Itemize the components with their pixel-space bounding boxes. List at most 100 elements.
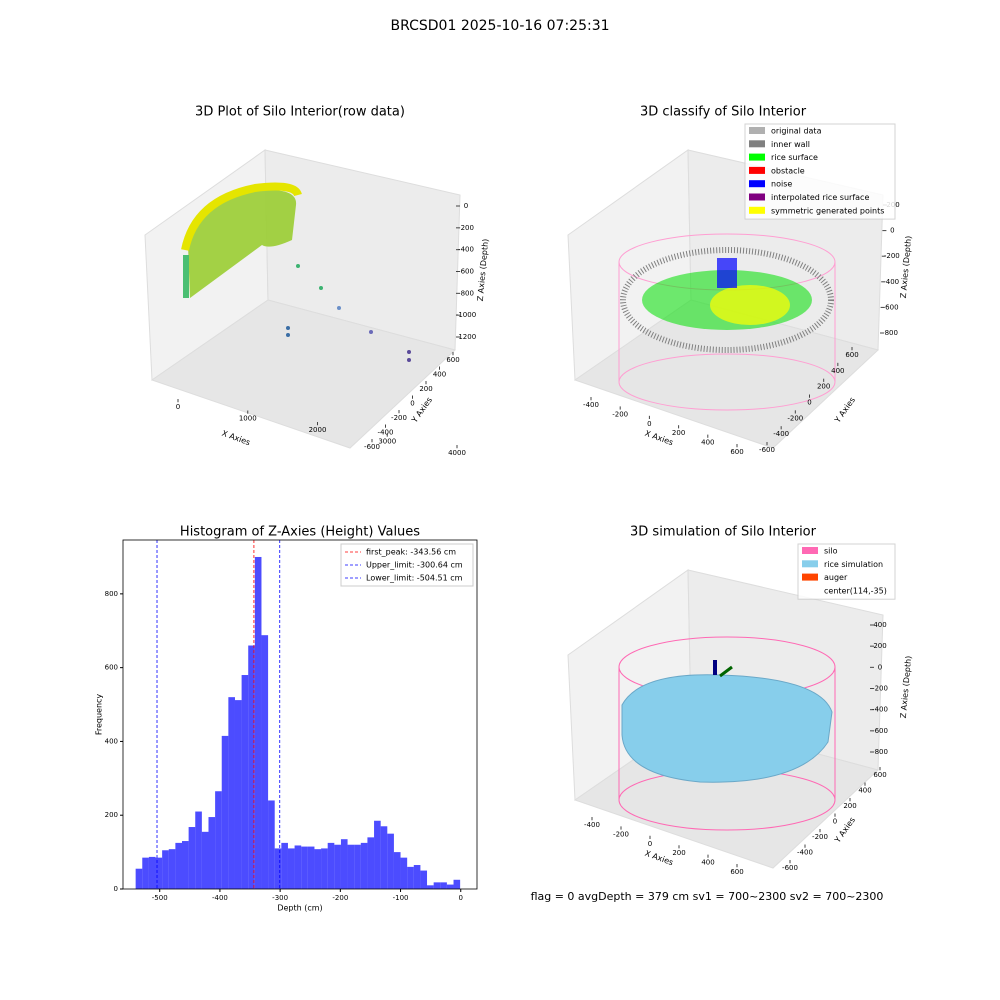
y-tick-label: 400 [858,787,871,795]
x-tick-label: 0 [176,403,180,411]
histogram-bar [268,800,275,889]
legend-label: silo [824,547,838,556]
histogram-bar [387,833,394,889]
z-tick-label: -400 [872,706,888,714]
z-tick-label: -200 [458,224,474,232]
y-tick-label: 600 [873,771,886,779]
histogram-bar [374,820,381,889]
annotation: flag = 0 avgDepth = 379 cm sv1 = 700~230… [531,890,884,903]
subplot-title: 3D simulation of Silo Interior [630,525,817,540]
y-tick-label: 200 [843,802,856,810]
histogram-bar [148,856,156,889]
x-tick-label: 400 [701,859,714,867]
histogram-bar [440,882,447,889]
histogram-bar [400,857,408,889]
histogram-bar [155,857,163,889]
y-tick-label: 0 [833,818,837,826]
z-tick-label: -600 [458,268,474,276]
z-tick-label: -400 [458,246,474,254]
subplot-title: 3D classify of Silo Interior [640,105,807,120]
histogram-bar [281,842,288,889]
histogram-bar [321,848,328,889]
y-tick-label: 600 [446,356,459,364]
legend-label: noise [771,180,792,189]
legend-swatch [749,206,765,214]
histogram-bar [407,866,414,889]
x-tick-label: -200 [332,894,348,902]
histogram-bar [221,735,229,889]
z-tick-label: -1000 [456,311,476,319]
histogram-bar [274,848,282,889]
x-axis-label: Depth (cm) [277,904,322,913]
histogram-bar [188,827,196,889]
histogram-bar [360,842,368,889]
x-tick-label: 200 [672,849,685,857]
histogram-bar [453,879,461,889]
histogram-bar [234,700,242,889]
z-tick-label: 0 [878,663,882,671]
histogram-bar [175,842,182,889]
x-tick-label: 200 [672,429,685,437]
z-tick-label: -1200 [456,333,476,341]
panel-3-decor [567,569,884,869]
histogram-bar [427,885,434,889]
y-axis-label: Frequency [95,694,104,736]
legend-swatch [749,127,765,134]
z-tick-label: -400 [883,278,899,286]
x-tick-label: -100 [393,894,409,902]
histogram-bar [446,884,454,889]
y-tick-label: -400 [378,429,394,437]
histogram-bar [142,857,149,889]
histogram-bar [433,882,441,889]
y-tick-label: -600 [364,443,380,451]
x-tick-label: -400 [583,401,599,409]
x-tick-label: -200 [613,830,629,838]
legend-swatch [749,140,765,148]
y-tick-label: 0 [410,400,414,408]
y-tick-label: 800 [105,590,118,598]
z-tick-label: 200 [873,642,886,650]
x-tick-label: 0 [647,420,651,428]
legend-label: interpolated rice surface [771,193,869,202]
histogram-bar [413,865,421,889]
z-tick-label: -800 [872,748,888,756]
histogram-bar [294,845,302,889]
z-tick-label: 0 [464,202,468,210]
legend-box [340,543,474,587]
histogram-bar [248,645,255,889]
legend-swatch [802,547,818,554]
histogram-bar [215,791,222,889]
histogram-bar [327,842,335,889]
histogram-bar [420,870,428,889]
histogram-bar [307,846,315,889]
histogram-bar [201,831,209,889]
histogram-bar [314,849,322,889]
x-tick-label: 2000 [309,426,327,434]
z-tick-label: -800 [458,289,474,297]
x-tick-label: 1000 [239,415,257,423]
legend-swatch [749,153,765,161]
histogram-bar [182,841,189,889]
x-tick-label: -300 [272,894,288,902]
y-tick-label: -600 [759,446,775,454]
y-tick-label: 400 [433,371,446,379]
y-tick-label: 600 [105,664,118,672]
legend-label: auger [824,573,848,582]
z-tick-label: -200 [884,252,900,260]
y-tick-label: -200 [391,414,407,422]
legend-label: Lower_limit: -504.51 cm [366,574,463,583]
legend-swatch [749,193,765,201]
y-tick-label: 200 [817,383,830,391]
subplot-title: Histogram of Z-Axies (Height) Values [180,525,420,540]
legend-label: symmetric generated points [771,206,884,215]
x-tick-label: 400 [701,439,714,447]
y-tick-label: -200 [812,833,828,841]
x-tick-label: 600 [730,868,743,876]
x-tick-label: -200 [612,410,628,418]
histogram-bar [334,844,341,889]
histogram-bar [347,844,355,889]
legend-label: obstacle [771,166,805,175]
legend-swatch [749,166,765,174]
histogram-bar [228,697,235,889]
histogram-bar [195,811,202,889]
